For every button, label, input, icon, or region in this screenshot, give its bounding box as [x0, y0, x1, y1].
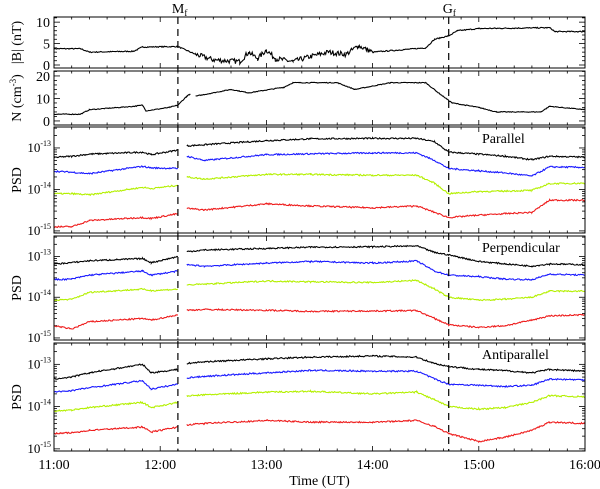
y-tick-exp: -13 — [40, 139, 51, 148]
series-line — [54, 26, 585, 66]
x-axis-label: Time (UT) — [289, 474, 350, 489]
panel-title: Parallel — [482, 132, 525, 147]
boundary-marker-label: Mf — [172, 2, 187, 18]
y-tick-exp: -14 — [40, 180, 51, 189]
y-tick-label: 5 — [43, 38, 50, 53]
panel-B: 0 5 10 |B| (nT) — [10, 16, 586, 74]
panel-frame — [53, 16, 586, 69]
y-tick-exp: -13 — [40, 248, 51, 257]
marker-sub: f — [184, 8, 187, 18]
series-line — [54, 81, 585, 116]
series-line — [54, 389, 585, 413]
x-tick-label: 16:00 — [569, 458, 600, 473]
y-axis-label-text: N (cm — [10, 86, 25, 121]
series-line — [54, 151, 585, 177]
panel-N: 0 10 20 N (cm-3) — [8, 70, 586, 130]
series-line — [54, 172, 585, 197]
y-tick-label: 10-13 — [27, 355, 51, 371]
y-tick-exp: -14 — [40, 288, 51, 297]
panel-frame — [53, 126, 586, 234]
y-axis-label: |B| (nT) — [10, 21, 25, 65]
series-line — [54, 198, 585, 229]
y-tick-label: 10-15 — [27, 329, 51, 345]
series-line — [54, 354, 585, 380]
series-line — [54, 279, 585, 302]
y-tick-base: 10 — [27, 223, 40, 238]
y-tick-exp: -13 — [40, 355, 51, 364]
y-tick-exp: -15 — [40, 222, 51, 231]
y-tick-label: 20 — [36, 70, 50, 85]
y-axis-label-sup: -3 — [8, 78, 18, 86]
y-axis-label: PSD — [10, 167, 25, 193]
x-tick-label: 12:00 — [144, 458, 176, 473]
panel-frame — [53, 70, 586, 126]
y-tick-label: 0 — [43, 115, 50, 130]
panel-frame — [53, 235, 586, 341]
y-axis-label-text: PSD — [10, 275, 25, 301]
y-axis-label-end: ) — [10, 74, 25, 79]
marker-letter: M — [172, 2, 185, 17]
x-tick-label: 14:00 — [357, 458, 389, 473]
y-axis-label-text: PSD — [10, 384, 25, 410]
y-tick-base: 10 — [27, 356, 40, 371]
y-tick-base: 10 — [27, 289, 40, 304]
series-line — [54, 136, 585, 161]
y-tick-label: 0 — [43, 59, 50, 74]
x-tick-label: 13:00 — [250, 458, 282, 473]
y-tick-base: 10 — [27, 181, 40, 196]
y-tick-exp: -14 — [40, 398, 51, 407]
y-tick-base: 10 — [27, 330, 40, 345]
y-tick-label: 10-15 — [27, 440, 51, 456]
y-tick-label: 10 — [36, 92, 50, 107]
series-line — [54, 368, 585, 393]
y-tick-label: 10-14 — [27, 288, 51, 304]
x-tick-label: 15:00 — [463, 458, 495, 473]
boundary-marker-label: Gf — [443, 2, 456, 18]
y-tick-label: 10-13 — [27, 139, 51, 155]
y-tick-base: 10 — [27, 441, 40, 456]
panel-title: Perpendicular — [482, 241, 560, 256]
y-tick-label: 10-13 — [27, 248, 51, 264]
series-line — [54, 259, 585, 282]
y-tick-label: 10-14 — [27, 180, 51, 196]
y-tick-label: 10-15 — [27, 222, 51, 238]
y-tick-exp: -15 — [40, 329, 51, 338]
panel-frame — [53, 342, 586, 452]
y-tick-base: 10 — [27, 249, 40, 264]
y-axis-label: N (cm-3) — [8, 74, 25, 122]
y-axis-label: PSD — [10, 384, 25, 410]
series-line — [54, 308, 585, 330]
y-tick-label: 10-14 — [27, 398, 51, 414]
x-tick-label: 11:00 — [38, 458, 69, 473]
y-axis-label-text: PSD — [10, 167, 25, 193]
y-tick-base: 10 — [27, 140, 40, 155]
y-tick-exp: -15 — [40, 440, 51, 449]
y-axis-label: PSD — [10, 275, 25, 301]
y-axis-label-text: |B| (nT) — [10, 21, 25, 65]
y-tick-label: 10 — [36, 16, 50, 31]
panel-title: Antiparallel — [482, 348, 549, 363]
y-tick-base: 10 — [27, 399, 40, 414]
series-line — [54, 419, 585, 444]
marker-sub: f — [453, 8, 456, 18]
series-line — [54, 244, 585, 268]
marker-letter: G — [443, 2, 453, 17]
